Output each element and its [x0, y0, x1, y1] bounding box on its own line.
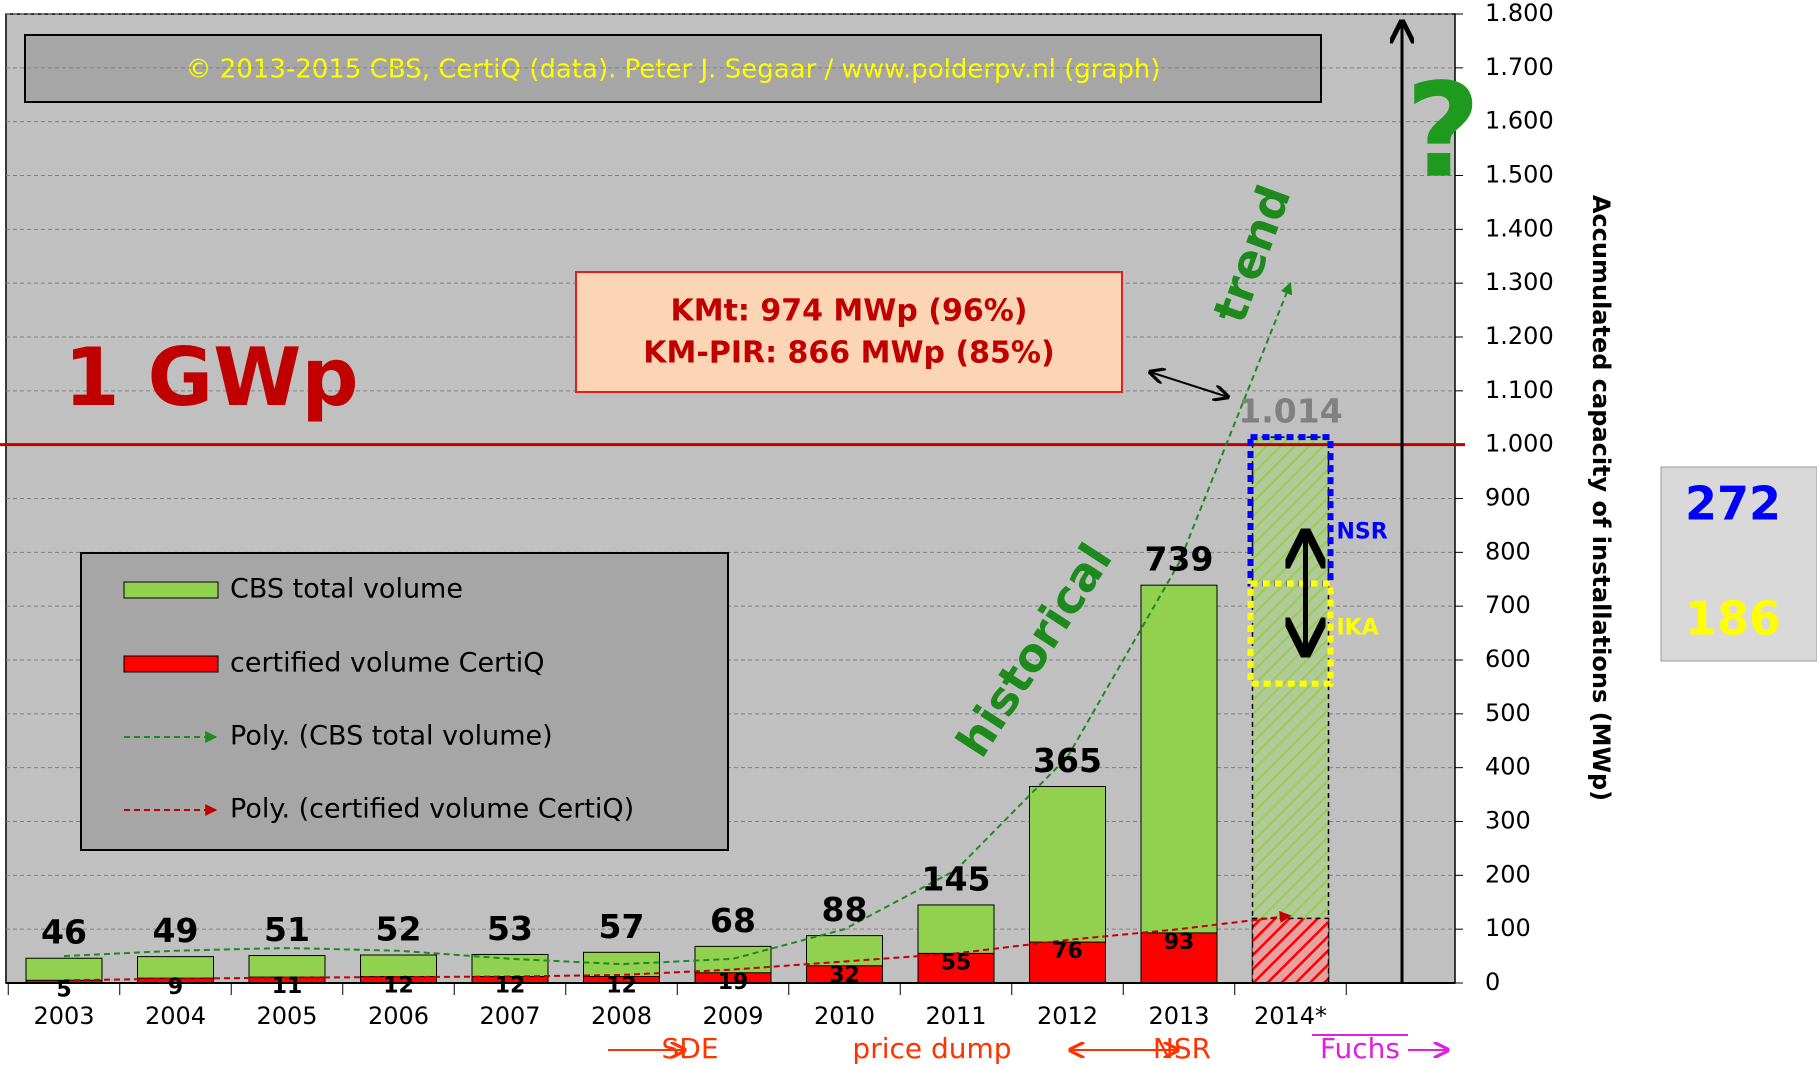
- legend: [80, 552, 729, 851]
- data-label: 739: [1145, 540, 1214, 579]
- bar: [1029, 941, 1106, 984]
- y-tick-label: 1.200: [1485, 322, 1554, 350]
- legend-swatch: [123, 655, 219, 673]
- data-label: 9: [168, 975, 183, 1000]
- x-tick-label: 2006: [368, 1002, 429, 1030]
- y-tick-label: 1.800: [1485, 0, 1554, 27]
- scenario-panel: [1660, 466, 1817, 662]
- y-tick-label: 1.100: [1485, 376, 1554, 404]
- legend-label: certified volume CertiQ: [230, 648, 545, 679]
- trendline: [63, 911, 1292, 982]
- scenario-label: IKA: [1337, 616, 1379, 641]
- bar: [1140, 932, 1218, 984]
- y-tick-label: 900: [1485, 484, 1531, 512]
- y-axis-label: Accumulated capacity of installations (M…: [1587, 195, 1615, 801]
- bar: [1251, 917, 1330, 984]
- timeline-label: price dump: [852, 1032, 1011, 1065]
- data-label: 51: [264, 910, 310, 949]
- data-label: 57: [599, 907, 645, 946]
- data-label: 32: [829, 963, 860, 988]
- data-label: 88: [822, 890, 868, 929]
- legend-label: Poly. (certified volume CertiQ): [230, 794, 634, 825]
- x-tick-label: 2012: [1037, 1002, 1098, 1030]
- data-label: 12: [383, 974, 414, 999]
- trendline: [63, 282, 1293, 966]
- x-tick-label: 2014*: [1254, 1002, 1327, 1030]
- x-tick-label: 2010: [814, 1002, 875, 1030]
- info-arrow: [1150, 372, 1228, 397]
- timeline-label: NSR: [1153, 1032, 1211, 1065]
- credit: © 2013-2015 CBS, CertiQ (data). Peter J.…: [185, 55, 1160, 85]
- y-tick-label: 400: [1485, 753, 1531, 781]
- x-tick-label: 2007: [479, 1002, 540, 1030]
- data-label: 5: [56, 977, 71, 1002]
- y-tick-label: 700: [1485, 591, 1531, 619]
- x-tick-label: 2013: [1148, 1002, 1209, 1030]
- info-line: KM-PIR: 866 MWp (85%): [643, 336, 1054, 371]
- x-tick-label: 2005: [256, 1002, 317, 1030]
- y-tick-label: 1.400: [1485, 214, 1554, 242]
- legend-label: Poly. (CBS total volume): [230, 721, 553, 752]
- y-tick-label: 1.600: [1485, 107, 1554, 135]
- legend-label: CBS total volume: [230, 574, 463, 605]
- y-tick-label: 300: [1485, 807, 1531, 835]
- y-tick-label: 1.500: [1485, 161, 1554, 189]
- x-tick-label: 2003: [33, 1002, 94, 1030]
- info-line: KMt: 974 MWp (96%): [670, 294, 1027, 329]
- data-label: 12: [606, 974, 637, 999]
- bar: [25, 957, 103, 984]
- y-tick-label: 200: [1485, 860, 1531, 888]
- legend-swatch: [123, 581, 219, 599]
- annotation: ?: [1405, 55, 1480, 207]
- data-label: 52: [376, 910, 422, 949]
- x-tick-label: 2009: [702, 1002, 763, 1030]
- scenario-size: 272: [1685, 477, 1781, 531]
- y-tick-label: 600: [1485, 645, 1531, 673]
- data-label: 365: [1033, 741, 1102, 780]
- data-label: 68: [710, 901, 756, 940]
- data-label: 12: [495, 974, 526, 999]
- y-tick-label: 1.700: [1485, 53, 1554, 81]
- data-label: 49: [153, 911, 199, 950]
- x-tick-label: 2011: [925, 1002, 986, 1030]
- data-label: 55: [941, 950, 972, 975]
- y-tick-label: 800: [1485, 537, 1531, 565]
- info-box: [575, 271, 1123, 393]
- reference-label: 1 GWp: [64, 331, 359, 424]
- scenario-size: 186: [1685, 592, 1781, 646]
- data-label: 46: [41, 913, 87, 952]
- bar: [1140, 584, 1218, 984]
- data-label: 145: [922, 859, 991, 898]
- data-label: 1.014: [1238, 392, 1342, 431]
- y-tick-label: 0: [1485, 968, 1500, 996]
- data-label: 11: [272, 974, 303, 999]
- timeline-label: SDE: [661, 1032, 718, 1065]
- data-label: 53: [487, 909, 533, 948]
- y-tick-label: 500: [1485, 699, 1531, 727]
- timeline-label: Fuchs: [1320, 1032, 1400, 1065]
- y-tick-label: 1.300: [1485, 268, 1554, 296]
- x-tick-label: 2004: [145, 1002, 206, 1030]
- data-label: 93: [1164, 930, 1195, 955]
- y-tick-label: 1.000: [1485, 430, 1554, 458]
- scenario-label: NSR: [1337, 519, 1388, 544]
- y-tick-label: 100: [1485, 914, 1531, 942]
- x-tick-label: 2008: [591, 1002, 652, 1030]
- bar: [1251, 436, 1330, 984]
- data-label: 76: [1052, 939, 1083, 964]
- credit-box: [24, 34, 1322, 103]
